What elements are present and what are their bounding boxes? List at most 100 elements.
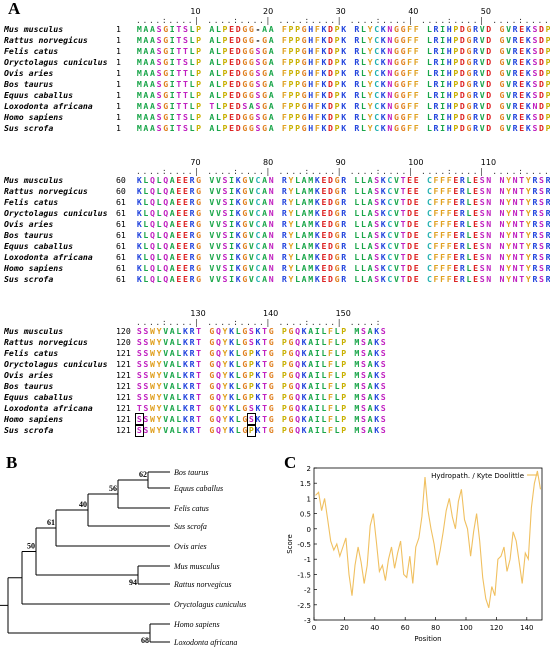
residue: F — [407, 46, 413, 56]
residue: I — [229, 241, 235, 251]
residue — [492, 112, 499, 123]
y-tick-label: 0.5 — [300, 511, 311, 519]
residue — [274, 392, 281, 403]
residue: S — [222, 241, 228, 251]
residue: T — [400, 241, 406, 251]
residue: L — [215, 35, 221, 45]
residue — [492, 123, 499, 134]
residue: G — [242, 197, 248, 207]
species-name: Sus scrofa — [4, 425, 54, 435]
residue: V — [163, 403, 169, 413]
residue: K — [374, 381, 380, 391]
residue: K — [255, 348, 261, 358]
residue: E — [453, 208, 459, 218]
residue: L — [143, 186, 149, 196]
residue: D — [459, 112, 465, 122]
residue: L — [295, 241, 301, 251]
residue: L — [143, 252, 149, 262]
residue: G — [242, 219, 248, 229]
residue — [492, 208, 499, 219]
residue: M — [308, 263, 314, 273]
residue: S — [380, 370, 386, 380]
residue: Y — [222, 414, 228, 424]
residue: A — [262, 175, 268, 185]
residue: K — [341, 79, 347, 89]
residue: G — [268, 370, 274, 380]
residue: F — [440, 186, 446, 196]
residue: E — [473, 186, 479, 196]
residue: I — [440, 112, 446, 122]
residue: G — [163, 46, 169, 56]
residue: P — [222, 46, 228, 56]
residue: T — [400, 197, 406, 207]
residue: P — [248, 392, 254, 402]
residue: D — [459, 123, 465, 133]
residue: A — [262, 252, 268, 262]
residue: R — [545, 274, 550, 284]
residue: M — [354, 392, 360, 402]
residue: H — [446, 24, 452, 34]
residue: S — [156, 46, 162, 56]
residue: W — [150, 414, 155, 424]
residue: Y — [222, 403, 228, 413]
residue: R — [473, 35, 479, 45]
residue: G — [301, 24, 307, 34]
residue: F — [281, 46, 287, 56]
residue: C — [426, 274, 432, 284]
residue: T — [262, 425, 268, 435]
residue: L — [189, 46, 195, 56]
residue: A — [268, 57, 274, 67]
residue — [347, 425, 354, 436]
residue: R — [532, 219, 538, 229]
bootstrap-value: 61 — [47, 518, 55, 527]
residue: K — [374, 337, 380, 347]
residue: Y — [525, 263, 531, 273]
residue: S — [380, 348, 386, 358]
residue: T — [262, 403, 268, 413]
residue: L — [189, 35, 195, 45]
residue: Y — [222, 370, 228, 380]
residue: R — [459, 186, 465, 196]
residue: R — [189, 359, 195, 369]
residue: A — [308, 337, 314, 347]
residue: L — [189, 57, 195, 67]
residue: E — [229, 24, 235, 34]
residue: E — [321, 241, 327, 251]
residue: A — [367, 219, 373, 229]
residue — [274, 370, 281, 381]
residue: F — [407, 90, 413, 100]
residue — [202, 403, 209, 414]
residue: K — [229, 370, 235, 380]
residue: C — [426, 197, 432, 207]
residue: R — [189, 208, 195, 218]
y-tick-label: -1.5 — [297, 571, 311, 579]
residue: K — [374, 348, 380, 358]
residue: L — [466, 274, 472, 284]
residue: C — [426, 263, 432, 273]
residue: R — [189, 241, 195, 251]
residue: L — [143, 219, 149, 229]
residue: K — [525, 101, 531, 111]
residue: E — [176, 274, 182, 284]
residue: P — [196, 112, 202, 122]
residue: R — [433, 68, 439, 78]
residue: A — [150, 90, 155, 100]
residue: V — [393, 263, 399, 273]
bootstrap-value: 68 — [141, 636, 149, 645]
residue: I — [229, 197, 235, 207]
residue: G — [242, 46, 248, 56]
residue: E — [519, 123, 525, 133]
residue: T — [182, 101, 188, 111]
residue: A — [150, 79, 155, 89]
residue: K — [235, 219, 241, 229]
residue: F — [446, 197, 452, 207]
residue: G — [262, 35, 268, 45]
residue: P — [247, 424, 256, 437]
residue: L — [334, 337, 340, 347]
residue: G — [242, 370, 248, 380]
residue: N — [486, 263, 492, 273]
residue: A — [143, 68, 149, 78]
y-tick-label: -2.5 — [297, 602, 311, 610]
